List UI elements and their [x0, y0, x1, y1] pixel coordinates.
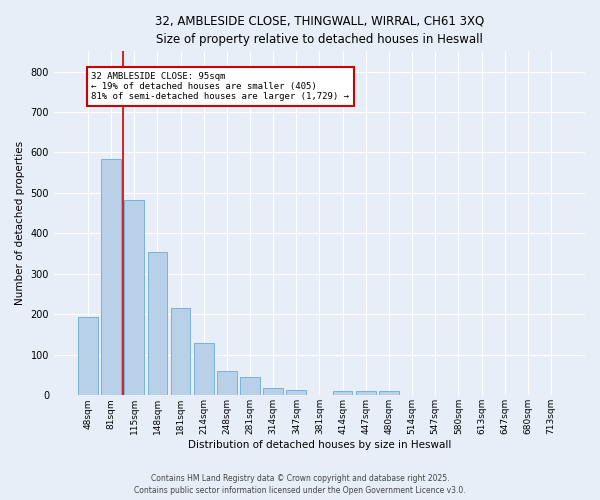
Bar	[263, 388, 283, 396]
Y-axis label: Number of detached properties: Number of detached properties	[15, 141, 25, 306]
Bar	[78, 317, 98, 396]
Bar	[101, 158, 121, 396]
Title: 32, AMBLESIDE CLOSE, THINGWALL, WIRRAL, CH61 3XQ
Size of property relative to de: 32, AMBLESIDE CLOSE, THINGWALL, WIRRAL, …	[155, 15, 484, 46]
Bar	[124, 200, 144, 396]
Bar	[194, 342, 214, 396]
Bar	[356, 391, 376, 396]
Bar	[379, 391, 399, 396]
Bar	[170, 308, 190, 396]
Text: Contains HM Land Registry data © Crown copyright and database right 2025.
Contai: Contains HM Land Registry data © Crown c…	[134, 474, 466, 495]
X-axis label: Distribution of detached houses by size in Heswall: Distribution of detached houses by size …	[188, 440, 451, 450]
Text: 32 AMBLESIDE CLOSE: 95sqm
← 19% of detached houses are smaller (405)
81% of semi: 32 AMBLESIDE CLOSE: 95sqm ← 19% of detac…	[91, 72, 349, 102]
Bar	[217, 371, 236, 396]
Bar	[240, 377, 260, 396]
Bar	[148, 252, 167, 396]
Bar	[286, 390, 306, 396]
Bar	[333, 391, 352, 396]
